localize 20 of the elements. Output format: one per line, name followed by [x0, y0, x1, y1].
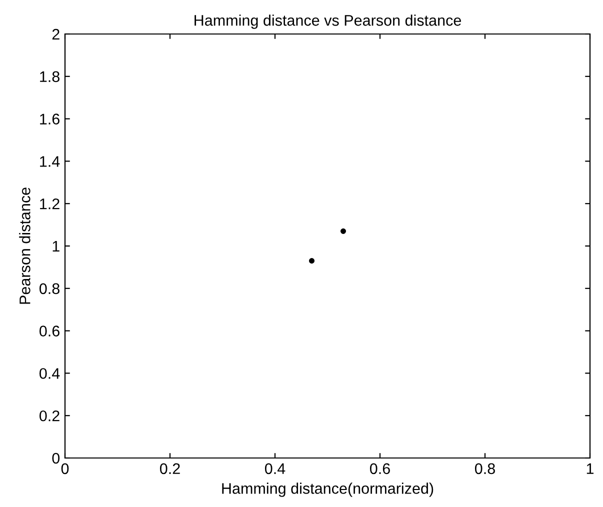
y-tick-label: 1.2 — [40, 198, 60, 210]
x-tick-label: 0.2 — [160, 463, 180, 474]
y-tick-label: 0 — [52, 452, 60, 464]
x-tick-label: 1 — [586, 463, 594, 474]
x-tick-label: 0.4 — [264, 463, 286, 474]
chart-title: Hamming distance vs Pearson distance — [194, 14, 461, 29]
y-tick-label: 0.2 — [40, 410, 60, 422]
x-tick-label: 0.6 — [370, 463, 390, 474]
y-tick-label: 2 — [52, 28, 60, 40]
y-tick-label: 0.6 — [40, 326, 60, 336]
y-tick-label: 1.8 — [40, 71, 60, 82]
y-tick-label: 0.4 — [40, 368, 60, 379]
y-tick-label: 1.4 — [40, 156, 60, 167]
y-tick-label: 1 — [52, 241, 60, 252]
y-tick-label: 0.8 — [40, 283, 60, 294]
x-tick-label: 0.8 — [474, 463, 495, 474]
y-tick-label: 1.6 — [40, 114, 60, 124]
x-tick-label: 0 — [61, 463, 69, 474]
x-axis-title: Hamming distance(normarized) — [222, 482, 434, 497]
y-axis-title: Pearson distance — [19, 188, 30, 304]
